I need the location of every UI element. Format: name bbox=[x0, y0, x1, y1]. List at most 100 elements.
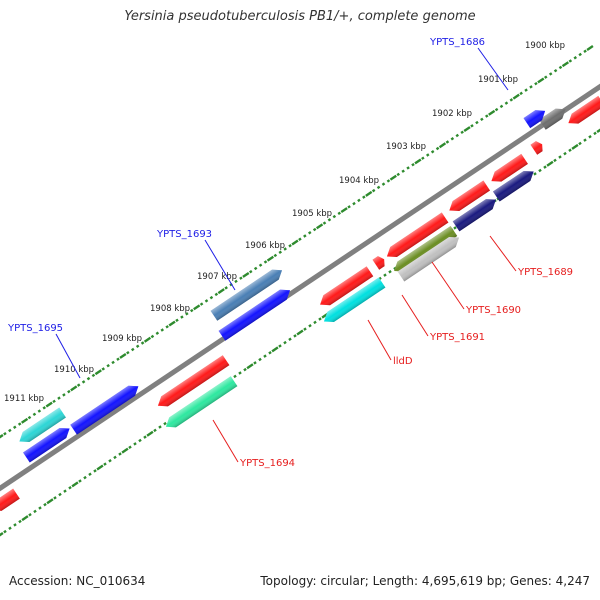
ruler-tick-inner bbox=[303, 327, 307, 331]
ruler-tick-inner bbox=[78, 479, 82, 483]
ruler-tick-outer bbox=[135, 344, 140, 348]
gene-feature bbox=[492, 170, 534, 202]
ruler-tick-inner bbox=[533, 172, 537, 176]
ruler-tick-outer bbox=[494, 107, 499, 112]
ruler-tick-outer bbox=[150, 334, 155, 339]
ruler-label: 1905 kbp bbox=[292, 209, 332, 219]
ruler-tick-outer bbox=[8, 428, 12, 433]
ruler-tick-outer bbox=[548, 72, 553, 76]
ruler-tick-outer bbox=[291, 239, 299, 246]
ruler-tick-inner bbox=[63, 489, 67, 493]
gene-feature bbox=[70, 385, 139, 435]
ruler-tick-outer bbox=[81, 380, 86, 384]
ruler-tick-outer bbox=[17, 422, 22, 426]
ruler-tick-outer bbox=[298, 237, 302, 241]
ruler-tick-inner bbox=[68, 486, 72, 490]
ruler-tick-outer bbox=[185, 312, 189, 316]
ruler-label: 1906 kbp bbox=[245, 241, 285, 251]
accession-text: Accession: NC_010634 bbox=[9, 574, 146, 588]
ruler-label: 1900 kbp bbox=[525, 41, 565, 51]
gene-arrow-shading bbox=[157, 355, 230, 407]
ruler-tick-outer bbox=[94, 369, 102, 376]
ruler-tick-outer bbox=[62, 393, 66, 397]
ruler-tick-outer bbox=[578, 52, 582, 57]
gene-arrow-shading bbox=[491, 153, 528, 182]
ruler-tick-inner bbox=[113, 455, 117, 460]
ruler-tick-outer bbox=[537, 77, 545, 84]
ruler-label: 1910 kbp bbox=[54, 365, 94, 375]
ruler-tick-inner bbox=[58, 492, 62, 497]
ruler-tick-outer bbox=[558, 65, 563, 70]
gene-feature bbox=[0, 488, 20, 511]
gene-feature bbox=[323, 277, 386, 323]
ruler-tick-outer bbox=[239, 276, 243, 280]
gene-feature bbox=[23, 428, 70, 463]
gene-feature bbox=[397, 236, 460, 282]
leader-line bbox=[431, 261, 465, 310]
ruler-tick-outer bbox=[347, 205, 351, 209]
ruler-tick-inner bbox=[283, 340, 287, 345]
ruler-tick-outer bbox=[568, 59, 573, 63]
ruler-tick-outer bbox=[401, 169, 405, 173]
gene-feature bbox=[452, 199, 496, 232]
ruler-tick-outer bbox=[101, 367, 105, 371]
ruler-tick-outer bbox=[76, 383, 81, 387]
ruler-tick-outer bbox=[288, 244, 292, 248]
ruler-tick-outer bbox=[119, 353, 127, 359]
ruler-tick-inner bbox=[296, 329, 304, 336]
ruler-tick-outer bbox=[45, 401, 53, 408]
ruler-tick-inner bbox=[571, 143, 579, 150]
ruler-tick-outer bbox=[376, 185, 381, 190]
ruler-tick-inner bbox=[43, 502, 47, 507]
ruler-tick-inner bbox=[318, 317, 322, 321]
ruler-tick-outer bbox=[529, 85, 533, 89]
ruler-label: 1909 kbp bbox=[102, 334, 142, 344]
ruler-tick-outer bbox=[37, 409, 42, 413]
ruler-tick-inner bbox=[0, 532, 4, 538]
ruler-tick-inner bbox=[33, 509, 37, 514]
ruler-tick-inner bbox=[246, 363, 254, 370]
ruler-tick-outer bbox=[273, 253, 278, 258]
ruler-tick-outer bbox=[488, 109, 496, 116]
ruler-tick-outer bbox=[283, 247, 287, 251]
ruler-tick-inner bbox=[558, 155, 562, 159]
ruler-tick-inner bbox=[121, 447, 129, 454]
ruler-tick-outer bbox=[475, 120, 479, 125]
ruler-tick-outer bbox=[583, 49, 587, 53]
ruler-tick-outer bbox=[160, 328, 164, 332]
ruler-tick-outer bbox=[224, 286, 228, 290]
ruler-tick-outer bbox=[430, 150, 435, 154]
gene-feature bbox=[530, 141, 543, 155]
ruler-tick-inner bbox=[578, 141, 582, 146]
ruler-tick-outer bbox=[352, 201, 356, 206]
ruler-tick-inner bbox=[46, 498, 54, 505]
ruler-tick-outer bbox=[91, 373, 96, 378]
gene-arrow-shading bbox=[452, 199, 496, 232]
ruler-tick-inner bbox=[133, 442, 137, 446]
ruler-tick-outer bbox=[499, 104, 504, 109]
gene-label: YPTS_1693 bbox=[156, 229, 212, 240]
ruler-tick-outer bbox=[586, 45, 594, 51]
ruler-tick-outer bbox=[209, 295, 214, 300]
ruler-tick-outer bbox=[140, 341, 145, 345]
ruler-tick-outer bbox=[175, 318, 179, 323]
ruler-tick-inner bbox=[553, 158, 557, 163]
ruler-tick-outer bbox=[414, 158, 422, 165]
gene-feature bbox=[449, 180, 491, 212]
ruler-tick-outer bbox=[312, 227, 317, 232]
ruler-tick-inner bbox=[153, 428, 157, 433]
gene-arrow-shading bbox=[492, 170, 534, 202]
ruler-tick-inner bbox=[93, 469, 97, 473]
ruler-tick-inner bbox=[383, 273, 387, 277]
ruler-label: 1911 kbp bbox=[4, 394, 44, 404]
ruler-tick-outer bbox=[504, 101, 509, 105]
ruler-tick-outer bbox=[524, 88, 528, 92]
ruler-tick-inner bbox=[288, 337, 292, 341]
ruler-tick-inner bbox=[158, 425, 162, 429]
gene-feature bbox=[539, 108, 566, 130]
ruler-tick-outer bbox=[266, 255, 274, 262]
ruler-tick-outer bbox=[519, 91, 523, 96]
ruler-tick-outer bbox=[217, 288, 225, 295]
